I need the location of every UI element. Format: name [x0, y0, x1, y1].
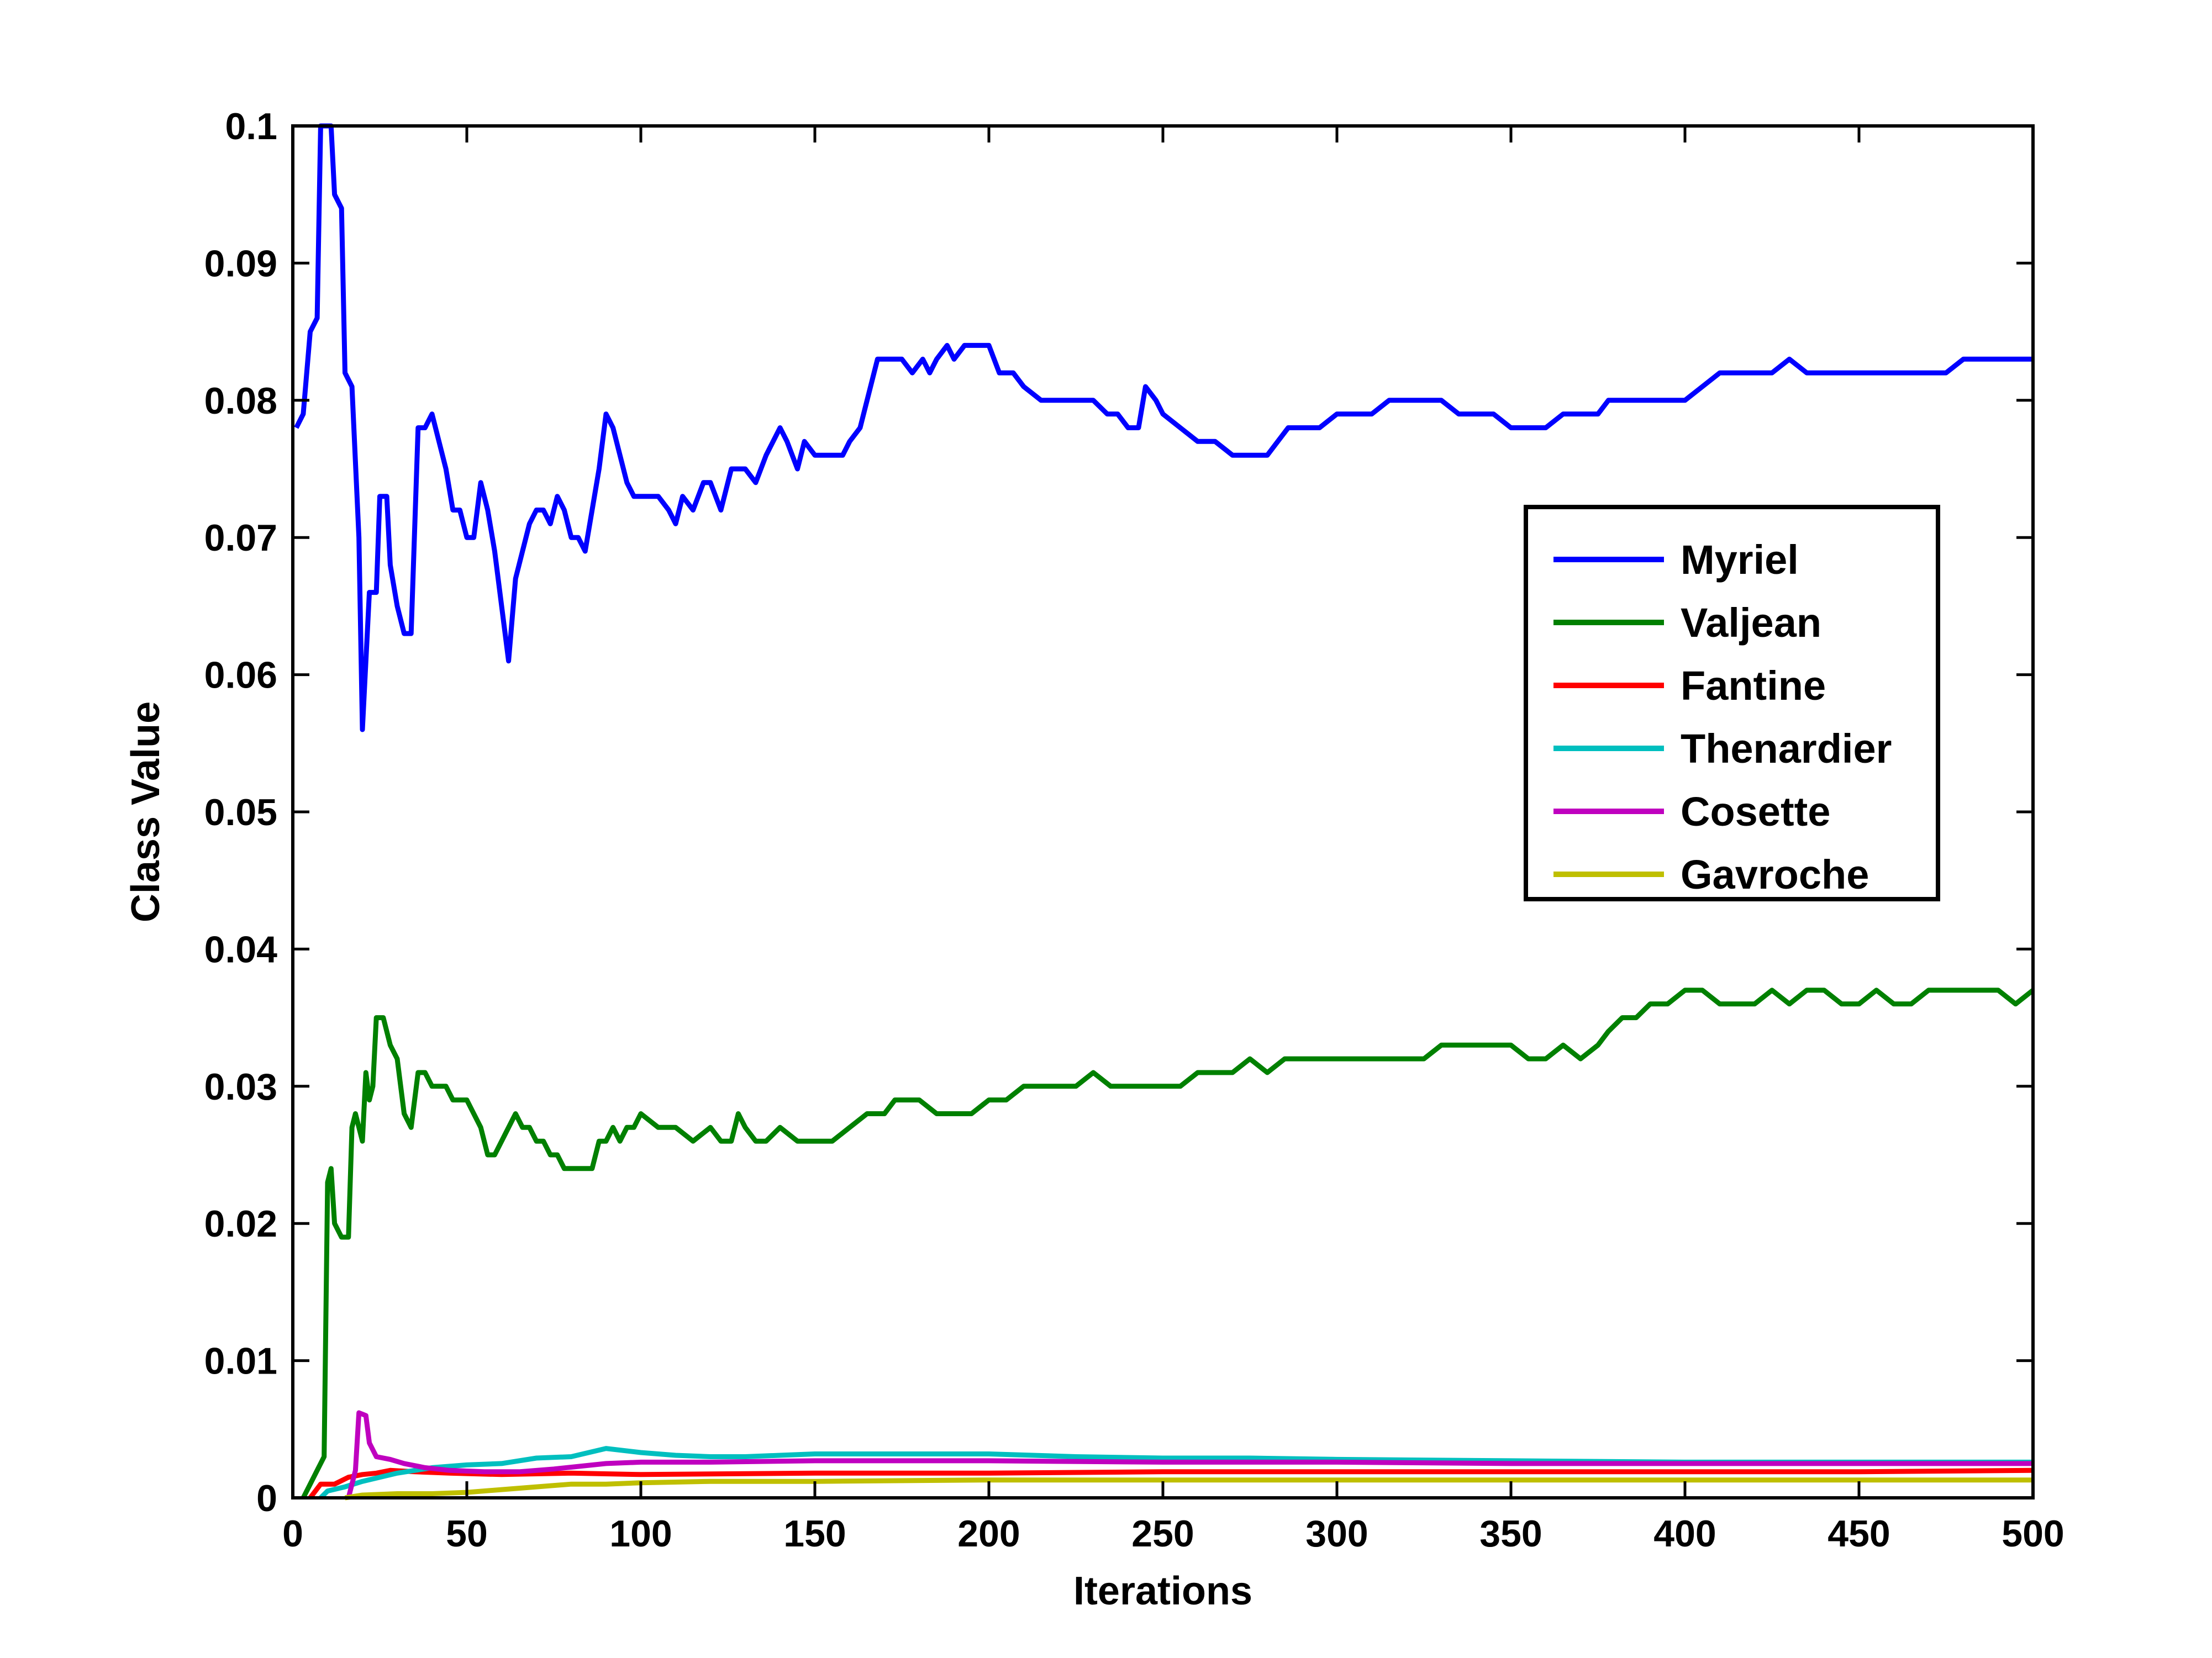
x-tick-label: 450 [1827, 1513, 1890, 1555]
x-tick-label: 250 [1131, 1513, 1194, 1555]
y-tick-label: 0 [256, 1477, 277, 1519]
y-tick-label: 0.01 [204, 1340, 277, 1382]
y-tick-label: 0.08 [204, 380, 277, 422]
x-tick-label: 50 [446, 1513, 488, 1555]
x-tick-label: 150 [783, 1513, 846, 1555]
legend-label-gavroche: Gavroche [1681, 852, 1869, 897]
series-line-thenardier [319, 1446, 2033, 1500]
legend-label-cosette: Cosette [1681, 789, 1830, 835]
y-tick-label: 0.1 [225, 105, 277, 147]
y-axis-label: Class Value [124, 701, 168, 922]
legend-label-thenardier: Thenardier [1681, 726, 1892, 772]
x-axis-label: Iterations [1073, 1569, 1252, 1613]
x-tick-label: 300 [1305, 1513, 1368, 1555]
legend-label-fantine: Fantine [1681, 663, 1826, 709]
x-tick-label: 200 [957, 1513, 1020, 1555]
y-tick-label: 0.07 [204, 517, 277, 559]
x-tick-label: 100 [609, 1513, 672, 1555]
legend-box [1524, 505, 1940, 901]
y-tick-label: 0.09 [204, 242, 277, 284]
x-tick-label: 0 [282, 1513, 303, 1555]
axis-ticks: 0 50 100 150 200 250 300 350 400 450 500 0 0.01 0.02 0… [204, 105, 2064, 1555]
series-line-myriel [294, 123, 2033, 732]
y-tick-label: 0.02 [204, 1203, 277, 1245]
legend: Myriel Valjean Fantine Thenardier Cosette Gav… [1524, 505, 1940, 901]
y-tick-label: 0.04 [204, 928, 278, 970]
legend-label-myriel: Myriel [1681, 537, 1799, 583]
y-tick-label: 0.03 [204, 1066, 277, 1108]
series-line-fantine [308, 1467, 2034, 1499]
x-tick-label: 500 [2002, 1513, 2064, 1555]
series-line-valjean [301, 988, 2035, 1499]
y-tick-label: 0.05 [204, 791, 277, 833]
y-tick-label: 0.06 [204, 654, 277, 696]
legend-label-valjean: Valjean [1681, 600, 1821, 646]
legend-items: Myriel Valjean Fantine Thenardier Cosette Gav… [1553, 537, 1892, 897]
x-tick-label: 350 [1479, 1513, 1542, 1555]
x-tick-label: 400 [1653, 1513, 1716, 1555]
series-line-cosette [346, 1410, 2033, 1499]
